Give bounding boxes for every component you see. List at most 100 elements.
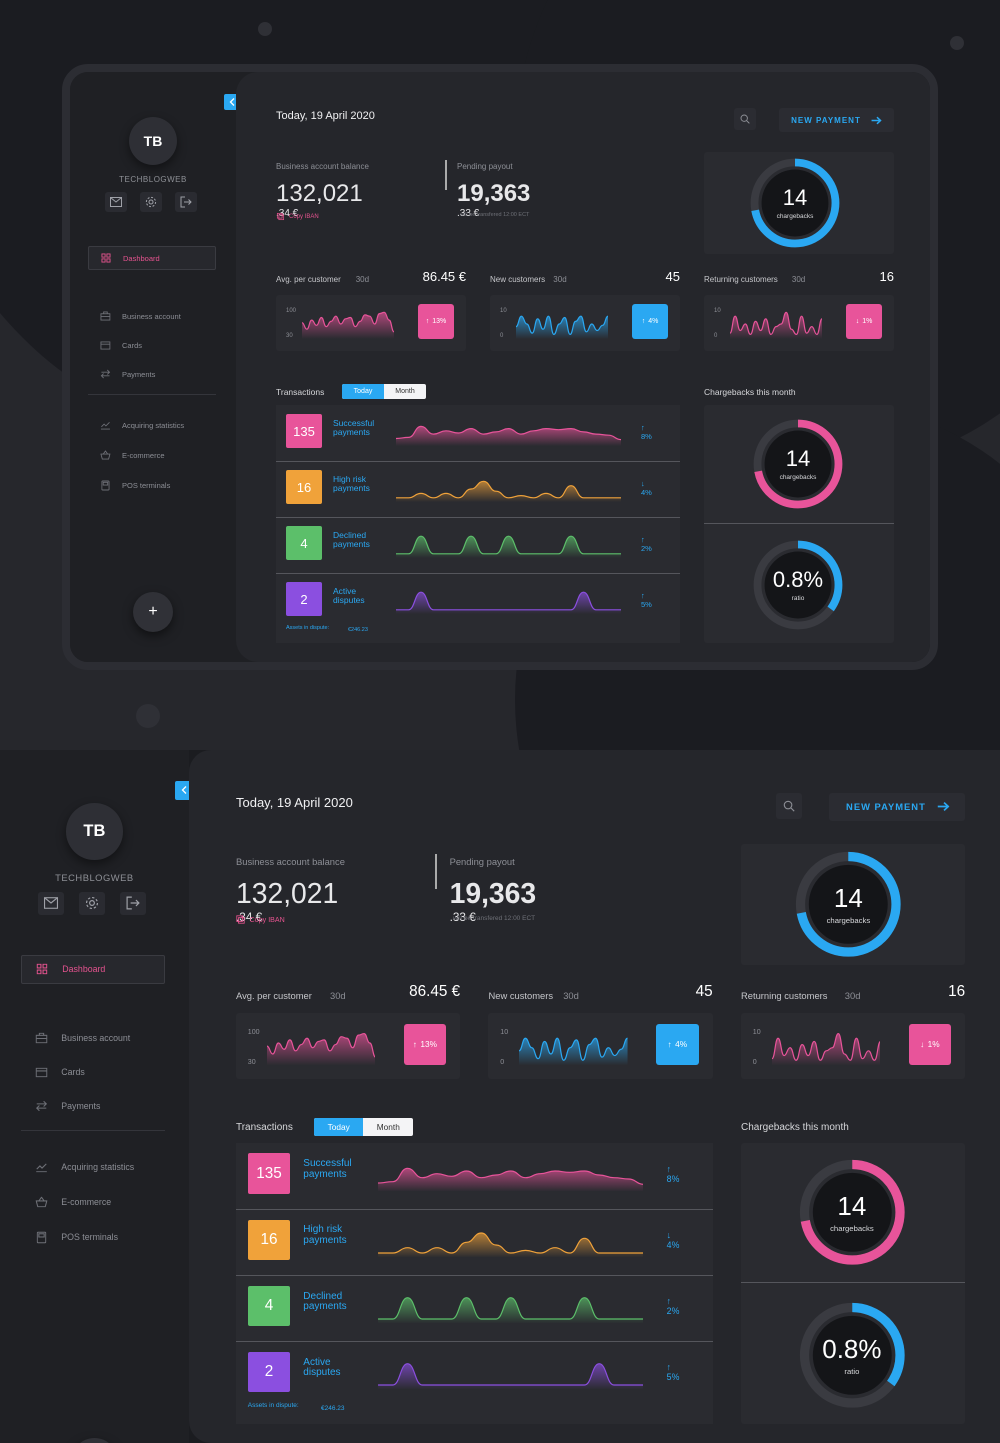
transaction-count: 135 — [247, 1153, 291, 1194]
toggle-month[interactable]: Month — [395, 388, 415, 395]
payout-amount: 19,363.33 € — [450, 877, 537, 924]
chart-line — [395, 480, 621, 499]
row-divider — [235, 1208, 713, 1210]
nav-item-label: Payments — [61, 1101, 101, 1112]
transaction-row[interactable]: 135 Successful payments ↑ 8% — [236, 1143, 713, 1209]
transaction-change: ↑ 5% — [667, 1362, 680, 1382]
gauge-center — [764, 551, 832, 619]
transaction-count: 16 — [286, 470, 322, 504]
new-payment-button[interactable]: NEW PAYMENT — [779, 108, 894, 132]
transaction-trend-chart — [377, 1227, 644, 1263]
nav-item-dashboard[interactable]: Dashboard — [88, 246, 216, 270]
sidebar: TB TECHBLOGWEB Dashboard Business account Ca… — [0, 750, 189, 1443]
transaction-row[interactable]: 2 Active disputes ↑ 5% — [236, 1341, 713, 1407]
sparkline-chart — [515, 309, 609, 344]
nav-item-pos-terminals[interactable]: POS terminals — [21, 1223, 165, 1251]
period-toggle[interactable]: Today Month — [313, 1118, 414, 1136]
nav-item-label: Cards — [61, 1067, 85, 1078]
stat-change: 4% — [675, 1039, 688, 1050]
nav-item-cards[interactable]: Cards — [21, 1058, 165, 1086]
period-toggle[interactable]: Today Month — [342, 384, 426, 399]
nav-item-dashboard[interactable]: Dashboard — [21, 955, 166, 984]
nav-item-pos-terminals[interactable]: POS terminals — [88, 473, 216, 497]
avatar[interactable]: TB — [129, 117, 177, 165]
chart-line — [395, 535, 621, 555]
transaction-change-value: 8% — [641, 432, 652, 441]
mail-button[interactable] — [37, 891, 64, 916]
nav-item-cards[interactable]: Cards — [88, 333, 216, 357]
gear-button[interactable] — [140, 192, 162, 212]
transaction-row[interactable]: 16 High risk payments ↓ 4% — [236, 1209, 713, 1275]
nav-item-acquiring-statistics[interactable]: Acquiring statistics — [88, 413, 216, 437]
stat-y-top: 100 — [286, 308, 297, 314]
transaction-row[interactable]: 2 Active disputes ↑ 5% — [276, 573, 680, 629]
row-divider — [276, 517, 680, 518]
briefcase-icon — [32, 1032, 50, 1044]
nav-item-payments[interactable]: Payments — [21, 1092, 165, 1120]
transaction-change: ↑ 5% — [641, 591, 652, 609]
gear-button[interactable] — [79, 891, 106, 916]
grid-icon — [100, 253, 113, 263]
chart-line — [395, 425, 622, 441]
avatar[interactable]: TB — [66, 803, 123, 860]
main-content: Today, 19 April 2020 NEW PAYMENT Business … — [188, 750, 1000, 1443]
card-divider — [740, 1282, 966, 1284]
logout-button[interactable] — [175, 192, 197, 212]
gauge-fill — [753, 540, 843, 630]
grid-icon — [33, 964, 51, 975]
chart-line — [266, 1032, 376, 1058]
chevron-left-icon[interactable] — [174, 780, 194, 800]
nav-item-e-commerce[interactable]: E-commerce — [88, 443, 216, 467]
stat-change-badge: ↑ 13% — [403, 1023, 447, 1065]
transaction-row[interactable]: 16 High risk payments ↓ 4% — [276, 461, 680, 517]
main-content: Today, 19 April 2020 NEW PAYMENT Business … — [236, 72, 930, 662]
transaction-row[interactable]: 4 Declined payments ↑ 2% — [276, 517, 680, 573]
new-payment-button[interactable]: NEW PAYMENT — [829, 792, 966, 821]
copy-iban-link[interactable]: Copy IBAN — [276, 212, 319, 221]
chart-area — [377, 1232, 644, 1258]
transaction-label: Successful payments — [333, 419, 374, 437]
arrow-down-icon: ↓ — [641, 479, 645, 488]
nav-item-e-commerce[interactable]: E-commerce — [21, 1188, 165, 1216]
nav-item-business-account[interactable]: Business account — [88, 304, 216, 328]
transaction-label-line-2: payments — [333, 426, 370, 437]
stat-y-top: 10 — [500, 1028, 509, 1037]
payout-whole: 19,363 — [457, 180, 531, 207]
arrow-up-icon: ↑ — [641, 591, 645, 600]
add-button[interactable]: + — [70, 1437, 118, 1443]
transaction-row[interactable]: 135 Successful payments ↑ 8% — [276, 405, 680, 461]
payout-whole: 19,363 — [449, 877, 537, 910]
copy-iban-link[interactable]: Copy IBAN — [236, 915, 285, 924]
toggle-today[interactable]: Today — [313, 1118, 364, 1136]
add-button[interactable]: + — [133, 592, 173, 632]
stat-value: 86.45 € — [422, 269, 466, 284]
logout-button[interactable] — [120, 891, 147, 916]
payout-label: Pending payout — [457, 162, 513, 171]
dashboard-preview-small: TB TECHBLOGWEB Dashboard Business account Ca… — [62, 64, 938, 670]
nav-item-payments[interactable]: Payments — [88, 362, 216, 386]
transactions-title: Transactions — [235, 1121, 293, 1133]
transaction-row[interactable]: 4 Declined payments ↑ 2% — [236, 1275, 713, 1341]
transaction-change: ↑ 2% — [667, 1296, 680, 1316]
arrow-up-icon: ↑ — [641, 423, 645, 432]
arrow-right-icon — [871, 116, 882, 124]
chargebacks-value: 14 — [782, 185, 808, 210]
nav-item-business-account[interactable]: Business account — [21, 1024, 165, 1052]
sparkline-chart — [729, 309, 823, 344]
search-button[interactable] — [776, 792, 803, 819]
page-date: Today, 19 April 2020 — [276, 110, 375, 122]
decor-dot — [258, 22, 272, 36]
search-button[interactable] — [734, 108, 756, 130]
toggle-month[interactable]: Month — [376, 1122, 400, 1133]
nav-item-acquiring-statistics[interactable]: Acquiring statistics — [21, 1152, 165, 1180]
gear-icon — [85, 896, 99, 910]
toggle-today[interactable]: Today — [342, 384, 384, 399]
payout-note: will be transfered 12:00 ECT — [453, 915, 536, 923]
transaction-change-value: 4% — [641, 488, 652, 497]
arrow-up-icon: ↑ — [641, 535, 645, 544]
gauge-label: ratio — [844, 1367, 860, 1377]
chargebacks-month-card: 14 chargebacks 0.8% ratio — [704, 405, 894, 643]
gauge-value: 0.8% — [772, 567, 824, 592]
transaction-trend-chart — [395, 532, 621, 563]
mail-button[interactable] — [105, 192, 127, 212]
